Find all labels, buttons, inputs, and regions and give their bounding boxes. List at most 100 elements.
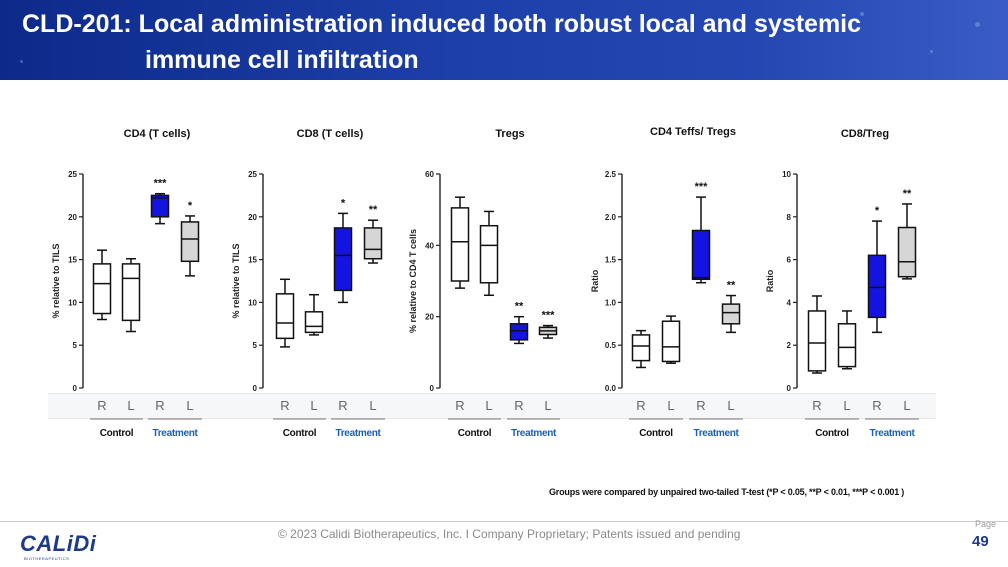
significance-marker: *** bbox=[154, 178, 168, 190]
y-tick-label: 0 bbox=[787, 384, 792, 393]
category-label: L bbox=[667, 398, 674, 413]
box-body bbox=[807, 310, 827, 372]
category-label: L bbox=[485, 398, 492, 413]
category-label: R bbox=[455, 398, 464, 413]
box-body bbox=[333, 227, 353, 292]
slide-title-line1: CLD-201: Local administration induced bo… bbox=[22, 10, 862, 38]
y-tick-label: 0.5 bbox=[605, 341, 617, 350]
page-label: Page bbox=[975, 519, 997, 529]
box-body bbox=[92, 263, 112, 315]
box-body bbox=[837, 323, 857, 368]
category-label: L bbox=[310, 398, 317, 413]
box-body bbox=[275, 293, 295, 340]
slide-title-line2: immune cell infiltration bbox=[145, 46, 419, 74]
group-label-control: Control bbox=[283, 428, 317, 439]
y-tick-label: 20 bbox=[68, 213, 77, 222]
y-tick-label: 4 bbox=[787, 298, 792, 307]
box-body bbox=[631, 334, 651, 362]
y-axis-label: % relative to TILS bbox=[231, 243, 241, 318]
category-label: L bbox=[369, 398, 376, 413]
y-tick-label: 0.0 bbox=[605, 384, 617, 393]
y-tick-label: 15 bbox=[68, 256, 77, 265]
category-label: L bbox=[727, 398, 734, 413]
group-label-control: Control bbox=[815, 428, 849, 439]
y-tick-label: 40 bbox=[425, 241, 434, 250]
group-label-treatment: Treatment bbox=[511, 428, 557, 439]
category-label: R bbox=[636, 398, 645, 413]
category-label: R bbox=[514, 398, 523, 413]
category-label: R bbox=[812, 398, 821, 413]
significance-marker: *** bbox=[695, 181, 709, 193]
y-axis-label: Ratio bbox=[590, 269, 600, 292]
group-label-control: Control bbox=[639, 428, 673, 439]
group-label-treatment: Treatment bbox=[152, 428, 198, 439]
box-body bbox=[450, 207, 470, 282]
y-tick-label: 25 bbox=[248, 170, 257, 179]
category-label: L bbox=[186, 398, 193, 413]
category-label: R bbox=[338, 398, 347, 413]
box-body bbox=[509, 323, 529, 341]
chart-title: CD4 Teffs/ Tregs bbox=[650, 126, 736, 138]
box-body bbox=[180, 221, 200, 263]
category-label: L bbox=[843, 398, 850, 413]
box-body bbox=[721, 303, 741, 325]
box-body bbox=[897, 226, 917, 278]
footer-divider bbox=[0, 521, 1008, 522]
y-tick-label: 0 bbox=[430, 384, 435, 393]
y-tick-label: 60 bbox=[425, 170, 434, 179]
y-tick-label: 5 bbox=[253, 341, 258, 350]
category-label: R bbox=[696, 398, 705, 413]
box-body bbox=[661, 320, 681, 363]
significance-marker: ** bbox=[369, 204, 378, 216]
significance-marker: * bbox=[341, 197, 346, 209]
title-banner: CLD-201: Local administration induced bo… bbox=[0, 0, 1008, 80]
category-label: R bbox=[872, 398, 881, 413]
box-body bbox=[150, 194, 170, 218]
significance-marker: * bbox=[188, 200, 193, 212]
page-number: 49 bbox=[972, 533, 989, 550]
group-label-treatment: Treatment bbox=[869, 428, 915, 439]
y-tick-label: 2 bbox=[787, 341, 792, 350]
significance-marker: ** bbox=[515, 301, 524, 313]
box-body bbox=[363, 227, 383, 260]
y-tick-label: 6 bbox=[787, 256, 792, 265]
box-body bbox=[121, 263, 141, 322]
significance-marker: * bbox=[875, 205, 880, 217]
y-tick-label: 0 bbox=[253, 384, 258, 393]
y-tick-label: 2.5 bbox=[605, 170, 617, 179]
category-label: R bbox=[155, 398, 164, 413]
y-tick-label: 10 bbox=[782, 170, 791, 179]
group-label-treatment: Treatment bbox=[693, 428, 739, 439]
y-tick-label: 0 bbox=[73, 384, 78, 393]
group-label-control: Control bbox=[100, 428, 134, 439]
y-tick-label: 1.5 bbox=[605, 256, 617, 265]
category-label: L bbox=[903, 398, 910, 413]
y-tick-label: 15 bbox=[248, 256, 257, 265]
company-logo: CALiDi bbox=[20, 531, 97, 556]
chart-title: CD8 (T cells) bbox=[297, 128, 364, 140]
box-body bbox=[867, 254, 887, 319]
category-label: L bbox=[544, 398, 551, 413]
box-body bbox=[304, 311, 324, 334]
y-tick-label: 5 bbox=[73, 341, 78, 350]
chart-title: CD4 (T cells) bbox=[124, 128, 191, 140]
group-label-control: Control bbox=[458, 428, 492, 439]
significance-marker: ** bbox=[903, 188, 912, 200]
chart-title: CD8/Treg bbox=[841, 128, 889, 140]
y-tick-label: 8 bbox=[787, 213, 792, 222]
y-axis-label: % relative to TILS bbox=[51, 243, 61, 318]
y-tick-label: 20 bbox=[248, 213, 257, 222]
company-logo-subtext: BIOTHERAPEUTICS bbox=[24, 556, 70, 561]
statistics-footnote: Groups were compared by unpaired two-tai… bbox=[549, 487, 905, 497]
y-tick-label: 20 bbox=[425, 313, 434, 322]
y-tick-label: 2.0 bbox=[605, 213, 617, 222]
group-label-treatment: Treatment bbox=[335, 428, 381, 439]
category-label: R bbox=[280, 398, 289, 413]
box-body bbox=[691, 229, 711, 281]
y-axis-label: Ratio bbox=[765, 269, 775, 292]
y-axis-label: % relative to CD4 T cells bbox=[408, 229, 418, 333]
y-tick-label: 25 bbox=[68, 170, 77, 179]
copyright-text: © 2023 Calidi Biotherapeutics, Inc. I Co… bbox=[278, 527, 741, 541]
significance-marker: ** bbox=[727, 280, 736, 292]
